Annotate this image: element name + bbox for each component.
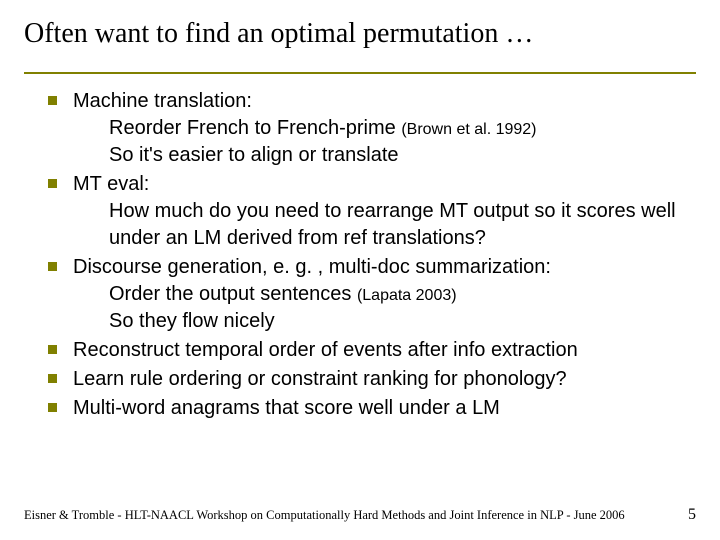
- list-item: Machine translation: Reorder French to F…: [48, 88, 696, 169]
- item-main: Machine translation:: [73, 90, 252, 112]
- item-sub: Order the output sentences (Lapata 2003): [73, 281, 696, 308]
- list-item: Discourse generation, e. g. , multi-doc …: [48, 254, 696, 335]
- bullet-icon: [48, 374, 57, 383]
- title-underline: [24, 72, 696, 74]
- item-main: Discourse generation, e. g. , multi-doc …: [73, 256, 551, 278]
- item-sub: So they flow nicely: [73, 308, 696, 335]
- item-main: MT eval:: [73, 173, 149, 195]
- slide: Often want to find an optimal permutatio…: [0, 0, 720, 540]
- slide-footer: Eisner & Tromble - HLT-NAACL Workshop on…: [24, 506, 696, 524]
- page-number: 5: [688, 506, 696, 524]
- item-sub: So it's easier to align or translate: [73, 142, 696, 169]
- citation: (Lapata 2003): [357, 287, 457, 304]
- footer-text: Eisner & Tromble - HLT-NAACL Workshop on…: [24, 508, 625, 523]
- slide-content: Machine translation: Reorder French to F…: [24, 88, 696, 422]
- item-body: Discourse generation, e. g. , multi-doc …: [73, 254, 696, 335]
- sub-text: Reorder French to French-prime: [109, 117, 401, 139]
- item-body: Reconstruct temporal order of events aft…: [73, 337, 696, 364]
- item-body: Multi-word anagrams that score well unde…: [73, 395, 696, 422]
- bullet-icon: [48, 179, 57, 188]
- list-item: Multi-word anagrams that score well unde…: [48, 395, 696, 422]
- citation: (Brown et al. 1992): [401, 121, 536, 138]
- item-sub: How much do you need to rearrange MT out…: [73, 198, 696, 252]
- bullet-icon: [48, 262, 57, 271]
- item-body: MT eval: How much do you need to rearran…: [73, 171, 696, 252]
- list-item: Learn rule ordering or constraint rankin…: [48, 366, 696, 393]
- item-body: Learn rule ordering or constraint rankin…: [73, 366, 696, 393]
- bullet-icon: [48, 403, 57, 412]
- list-item: MT eval: How much do you need to rearran…: [48, 171, 696, 252]
- sub-text: Order the output sentences: [109, 283, 357, 305]
- item-body: Machine translation: Reorder French to F…: [73, 88, 696, 169]
- bullet-icon: [48, 345, 57, 354]
- slide-title: Often want to find an optimal permutatio…: [24, 18, 696, 58]
- item-sub: Reorder French to French-prime (Brown et…: [73, 115, 696, 142]
- bullet-icon: [48, 96, 57, 105]
- list-item: Reconstruct temporal order of events aft…: [48, 337, 696, 364]
